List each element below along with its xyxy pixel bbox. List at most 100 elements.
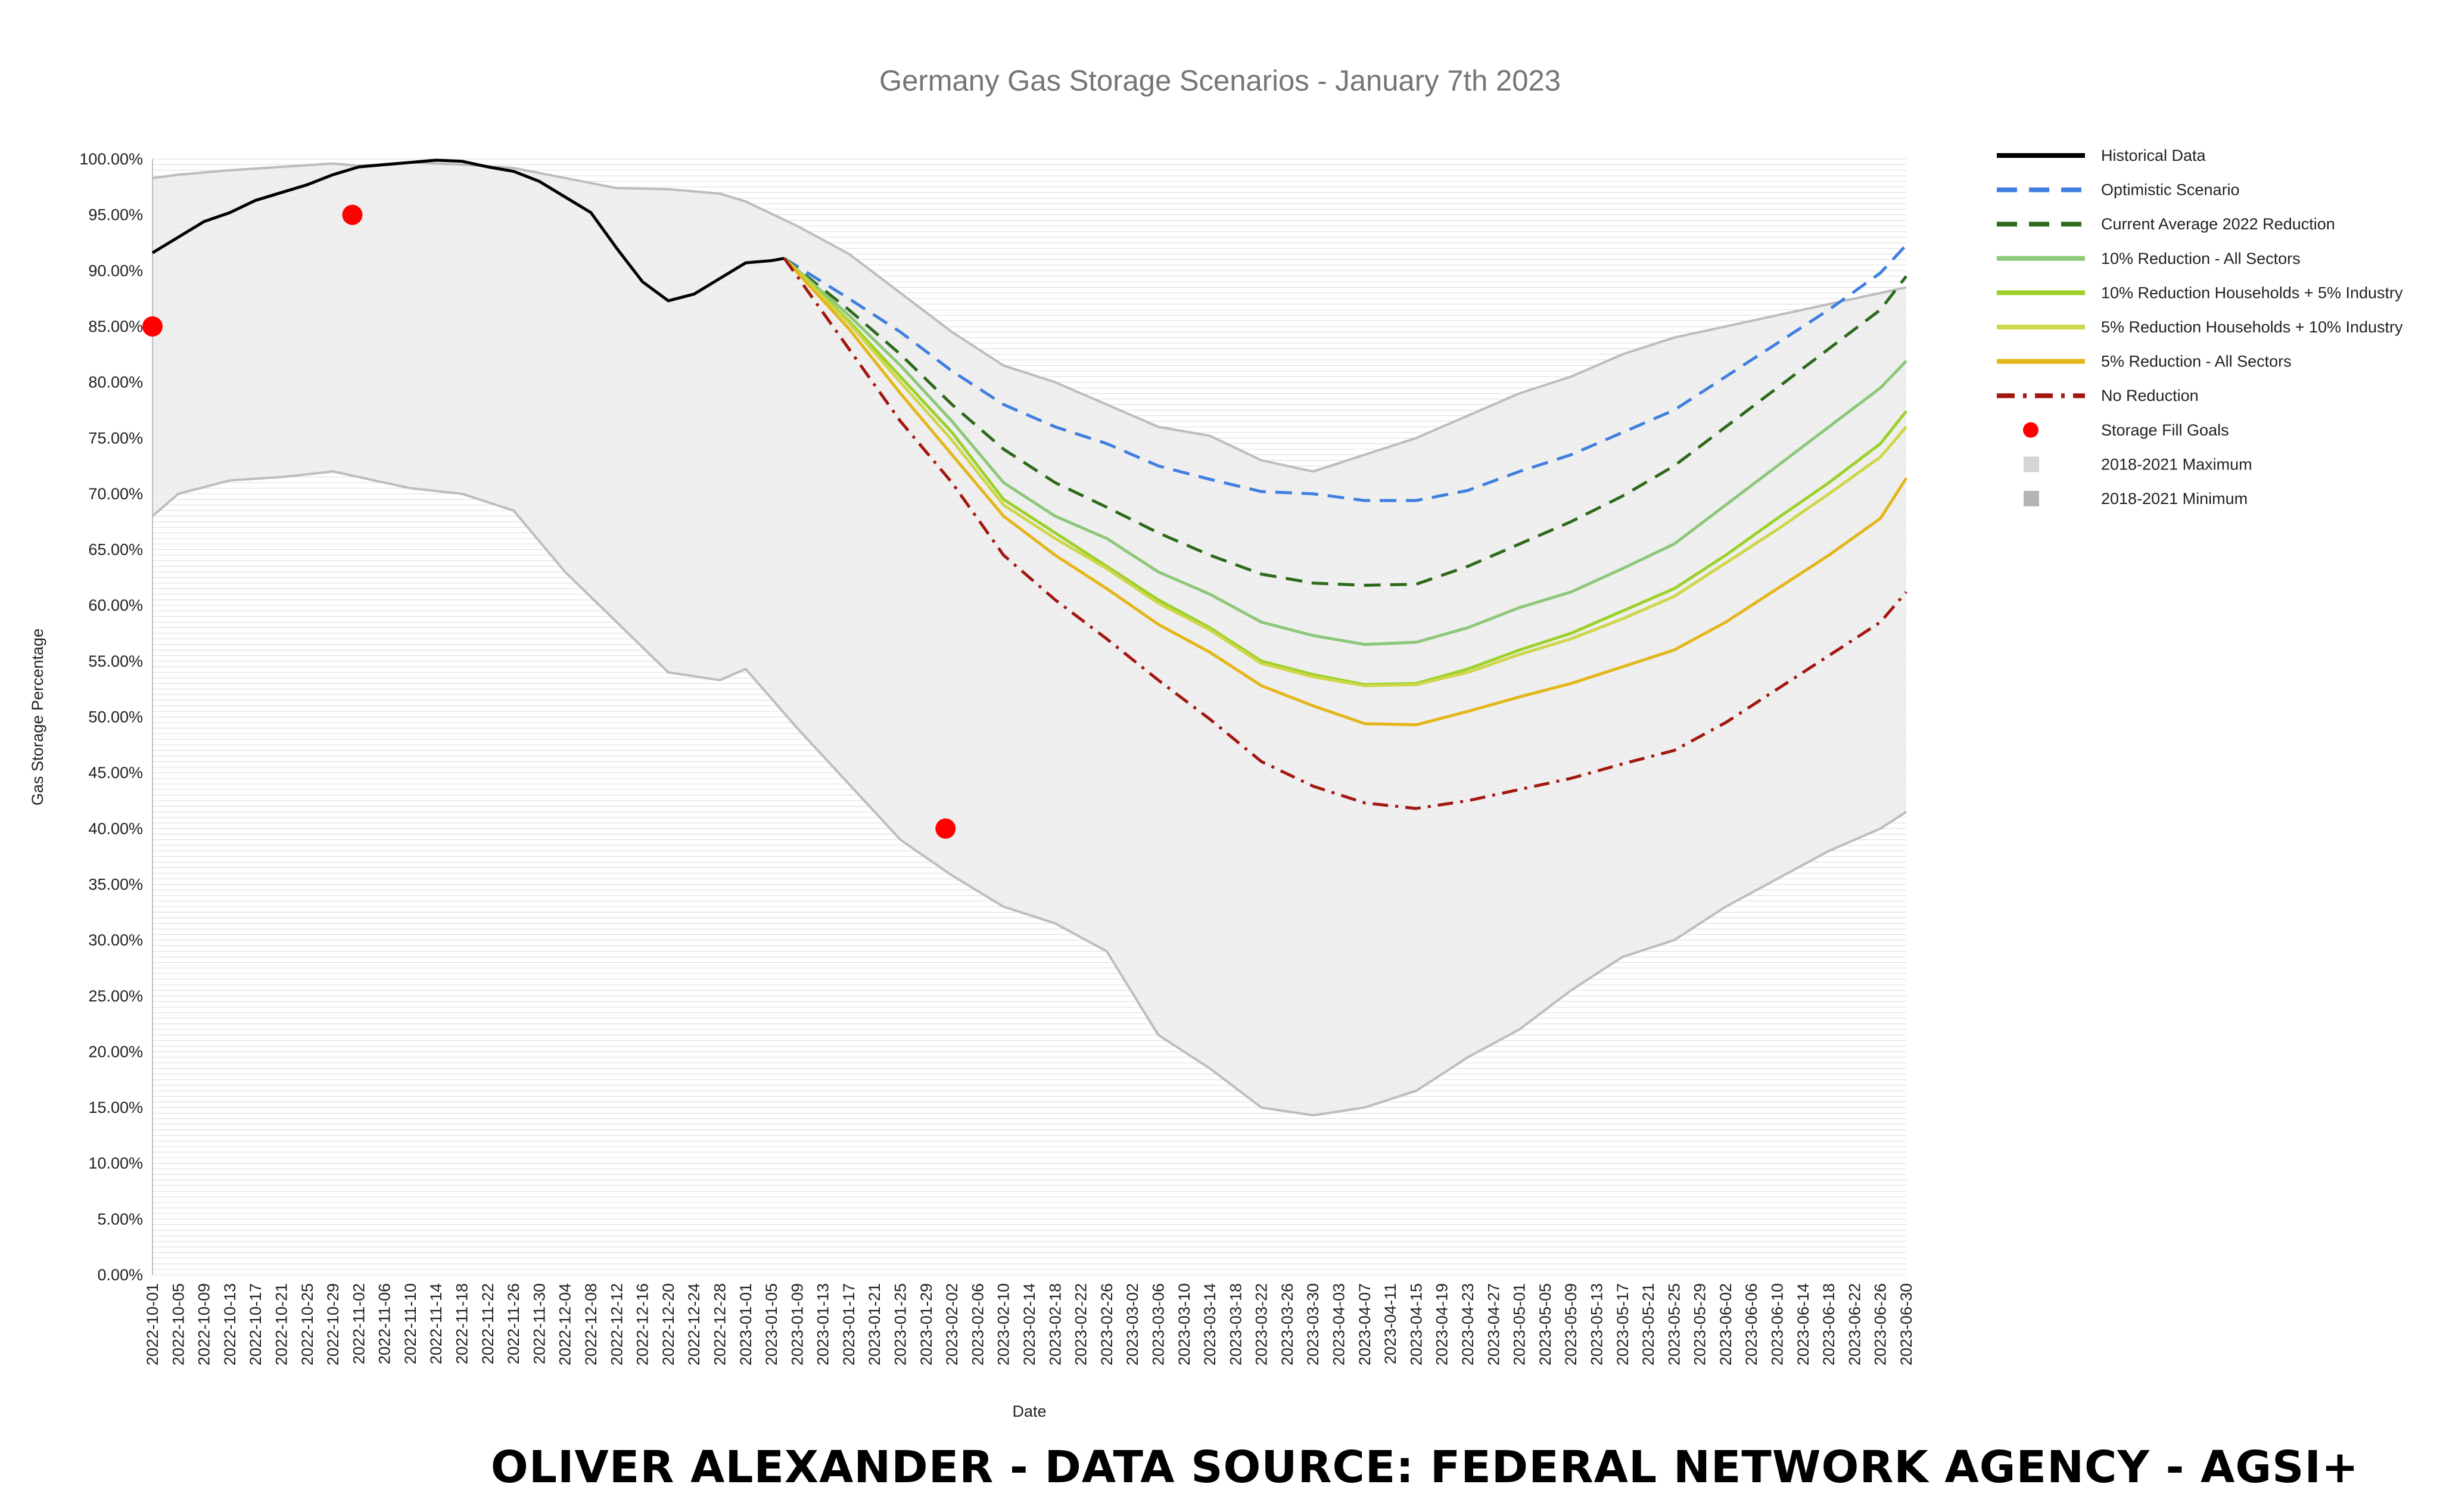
legend-item: 2018-2021 Minimum [2024,490,2248,508]
x-tick-label: 2023-04-11 [1381,1283,1399,1364]
x-tick-label: 2023-04-15 [1407,1283,1425,1365]
legend-item: Historical Data [1997,147,2206,164]
x-tick-label: 2022-10-09 [195,1283,213,1365]
y-axis-label: Gas Storage Percentage [29,629,46,805]
storage-fill-goal-point [342,204,363,225]
y-tick-label: 90.00% [88,262,143,279]
y-tick-label: 10.00% [88,1155,143,1172]
y-tick-label: 45.00% [88,764,143,782]
series-line-optimistic-scenario [783,244,1907,502]
x-tick-label: 2023-04-03 [1330,1283,1348,1365]
x-tick-label: 2023-04-23 [1459,1283,1477,1365]
x-tick-label: 2023-01-21 [866,1283,883,1365]
x-tick-label: 2023-01-13 [814,1283,832,1365]
legend-label: Optimistic Scenario [2101,181,2240,199]
x-tick-label: 2023-06-18 [1820,1283,1838,1365]
series-lines [151,158,1908,810]
x-tick-label: 2022-12-08 [582,1283,600,1365]
x-tick-label: 2022-12-20 [659,1283,677,1365]
x-tick-label: 2023-02-02 [943,1283,961,1365]
x-tick-label: 2023-06-22 [1845,1283,1863,1365]
x-tick-label: 2022-11-06 [376,1283,394,1364]
legend: Historical Data Optimistic Scenario Curren… [1997,147,2403,508]
x-tick-label: 2022-10-13 [221,1283,239,1365]
legend-label: 2018-2021 Maximum [2101,455,2252,473]
legend-marker [2024,456,2039,472]
x-tick-label: 2023-02-14 [1020,1283,1038,1365]
x-tick-label: 2022-10-29 [324,1283,342,1365]
x-tick-label: 2022-10-21 [272,1283,290,1365]
y-tick-label: 30.00% [88,931,143,949]
x-tick-label: 2022-10-01 [144,1283,161,1365]
storage-fill-goal-point [935,818,956,839]
y-tick-label: 65.00% [88,541,143,559]
legend-item: 2018-2021 Maximum [2024,455,2252,473]
y-tick-label: 100.00% [79,150,143,168]
x-tick-label: 2023-02-22 [1072,1283,1090,1365]
y-tick-label: 40.00% [88,820,143,838]
x-tick-label: 2022-11-26 [505,1283,522,1364]
x-tick-label: 2023-05-01 [1511,1283,1529,1365]
x-tick-label: 2023-03-26 [1278,1283,1296,1365]
x-tick-label: 2022-12-24 [685,1283,703,1365]
series-line-historical-data [151,158,785,303]
legend-label: Storage Fill Goals [2101,421,2229,439]
x-tick-label: 2023-05-09 [1562,1283,1580,1365]
legend-label: 5% Reduction - All Sectors [2101,353,2292,371]
legend-item: Storage Fill Goals [2023,421,2229,439]
x-tick-label: 2023-04-07 [1356,1283,1374,1365]
y-tick-label: 70.00% [88,485,143,503]
legend-label: 10% Reduction - All Sectors [2101,250,2301,267]
x-tick-label: 2023-06-14 [1794,1283,1812,1365]
x-tick-label: 2023-02-10 [995,1283,1013,1365]
legend-item: 5% Reduction Households + 10% Industry [1997,318,2403,336]
legend-label: Current Average 2022 Reduction [2101,215,2335,233]
chart-title: Germany Gas Storage Scenarios - January … [879,65,1561,97]
x-tick-label: 2023-06-26 [1872,1283,1890,1365]
series-line-5-reduction-all-sectors [783,257,1908,727]
x-axis-label: Date [1012,1402,1046,1420]
legend-label: 2018-2021 Minimum [2101,490,2248,508]
series-line-5-reduction-households-10-industry [783,257,1907,687]
legend-label: No Reduction [2101,387,2199,405]
x-axis-ticks: 2022-10-01 2022-10-05 2022-10-09 2022-10-13… [144,1283,1915,1365]
y-tick-label: 60.00% [88,596,143,614]
x-tick-label: 2022-11-10 [402,1283,419,1364]
x-tick-label: 2023-01-17 [840,1283,858,1365]
x-tick-label: 2023-01-05 [762,1283,780,1365]
x-tick-label: 2022-10-05 [169,1283,187,1365]
x-tick-label: 2022-11-22 [479,1283,497,1364]
x-tick-label: 2023-03-30 [1304,1283,1322,1365]
x-tick-label: 2023-06-02 [1717,1283,1735,1365]
x-tick-label: 2023-06-06 [1742,1283,1760,1365]
x-tick-label: 2023-03-22 [1253,1283,1271,1365]
storage-fill-goal-point [142,316,163,337]
legend-item: 5% Reduction - All Sectors [1997,353,2292,371]
y-tick-label: 55.00% [88,652,143,670]
y-tick-label: 0.00% [97,1266,143,1284]
x-tick-label: 2023-03-06 [1149,1283,1167,1365]
x-tick-label: 2022-12-12 [608,1283,625,1365]
legend-item: Optimistic Scenario [1997,181,2240,199]
legend-item: 10% Reduction Households + 5% Industry [1997,284,2403,301]
x-tick-label: 2023-01-01 [737,1283,755,1365]
band-min-line [151,470,1907,1117]
x-tick-label: 2023-02-06 [969,1283,986,1365]
x-tick-label: 2022-11-30 [530,1283,548,1364]
x-tick-label: 2023-06-10 [1769,1283,1787,1365]
y-tick-label: 75.00% [88,429,143,447]
x-tick-label: 2022-10-17 [247,1283,264,1365]
y-tick-label: 35.00% [88,875,143,893]
series-line-10-reduction-all-sectors [783,257,1907,646]
y-tick-label: 50.00% [88,708,143,726]
y-tick-label: 80.00% [88,374,143,391]
y-tick-label: 85.00% [88,318,143,335]
x-tick-label: 2023-03-18 [1227,1283,1244,1365]
x-tick-label: 2023-05-29 [1691,1283,1709,1365]
x-tick-label: 2023-03-10 [1175,1283,1193,1365]
x-tick-label: 2022-12-04 [556,1283,574,1365]
x-tick-label: 2022-12-16 [634,1283,652,1365]
y-axis-ticks: 0.00% 5.00% 10.00% 15.00% 20.00% 25.00% 30.00%… [79,150,143,1284]
x-tick-label: 2023-04-19 [1433,1283,1451,1365]
